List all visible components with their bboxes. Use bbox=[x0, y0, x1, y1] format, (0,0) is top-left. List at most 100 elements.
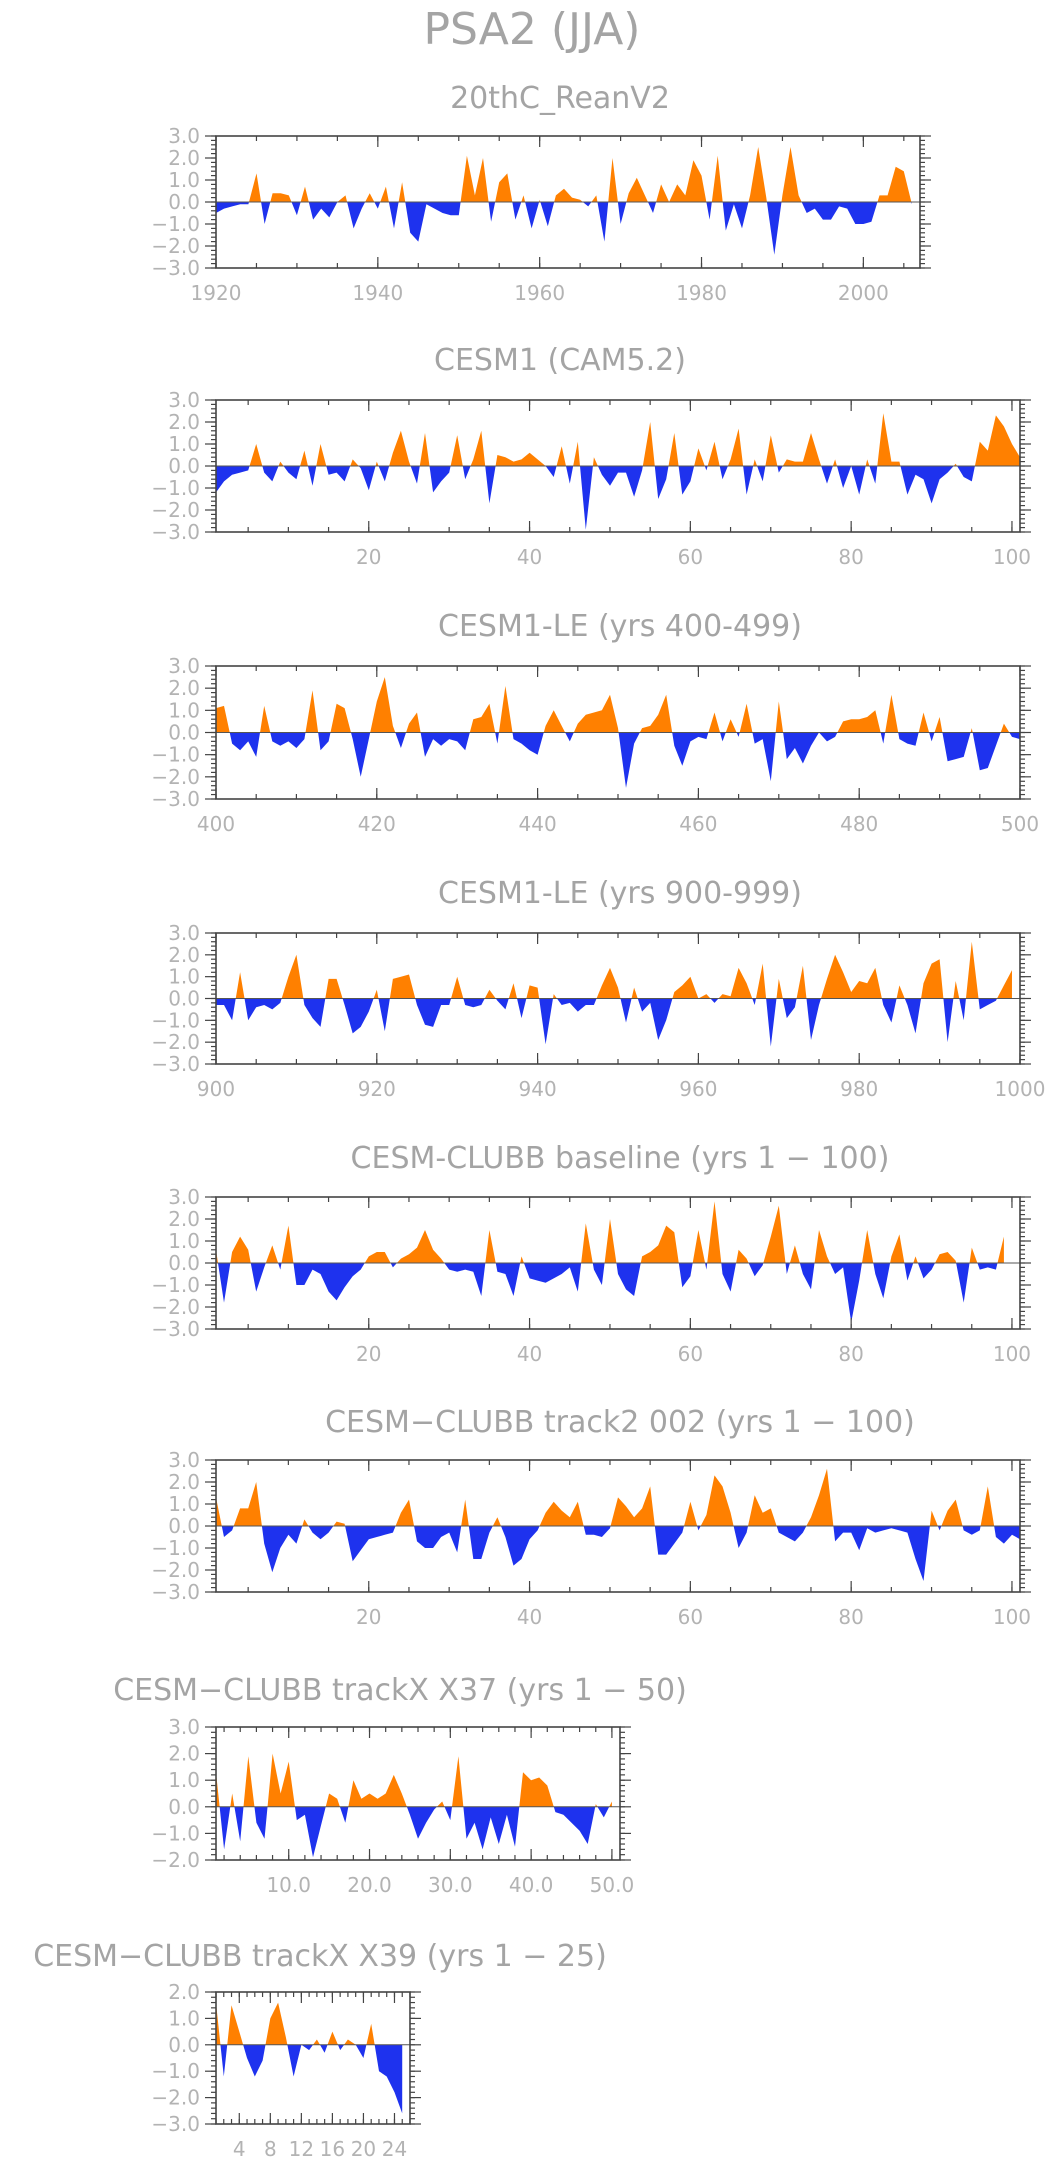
y-tick-label: 0.0 bbox=[168, 1514, 200, 1538]
y-tick-label: −3.0 bbox=[151, 256, 200, 280]
x-tick-label: 40.0 bbox=[509, 1873, 554, 1897]
y-tick-label: 1.0 bbox=[168, 168, 200, 192]
panel-7: 3.0 2.01.0 0.0−1.0 −2.0 10.0 20.0 30.0 40.0 50.0… bbox=[113, 1673, 687, 1897]
figure-title: PSA2 (JJA) bbox=[424, 4, 641, 55]
x-tick-label: 1940 bbox=[352, 281, 403, 305]
y-tick-label: 3.0 bbox=[168, 654, 200, 678]
y-tick-label: −2.0 bbox=[151, 1558, 200, 1582]
positive-area bbox=[216, 147, 912, 202]
positive-area bbox=[216, 1753, 612, 1807]
x-tick-label: 400 bbox=[197, 812, 235, 836]
y-tick-label: −3.0 bbox=[151, 1052, 200, 1076]
positive-area bbox=[216, 2002, 375, 2045]
negative-area bbox=[216, 466, 1020, 530]
y-tick-label: 2.0 bbox=[168, 410, 200, 434]
x-tick-label: 16 bbox=[320, 2137, 345, 2161]
y-tick-label: 2.0 bbox=[168, 1742, 200, 1766]
x-tick-label: 4 bbox=[233, 2137, 246, 2161]
y-tick-label: −2.0 bbox=[151, 1295, 200, 1319]
x-tick-label: 8 bbox=[264, 2137, 277, 2161]
y-tick-label: −1.0 bbox=[151, 1821, 200, 1845]
x-tick-label: 80 bbox=[838, 1605, 863, 1629]
negative-area bbox=[220, 2044, 403, 2114]
y-tick-label: −1.0 bbox=[151, 1273, 200, 1297]
x-tick-label: 100 bbox=[993, 1605, 1031, 1629]
x-tick-label: 1980 bbox=[676, 281, 727, 305]
y-tick-label: 1.0 bbox=[168, 1492, 200, 1516]
y-tick-label: 2.0 bbox=[168, 1980, 200, 2004]
y-tick-label: −3.0 bbox=[151, 2112, 200, 2136]
y-tick-label: 1.0 bbox=[168, 1229, 200, 1253]
negative-area bbox=[216, 998, 1012, 1047]
y-tick-label: 1.0 bbox=[168, 2006, 200, 2030]
positive-area bbox=[216, 1468, 1020, 1526]
negative-area bbox=[216, 1263, 1004, 1323]
y-tick-label: 0.0 bbox=[168, 190, 200, 214]
panel-5: 3.02.01.00.0−1.0−2.0−3.0 20 40 60 80 100 CESM-… bbox=[151, 1141, 1031, 1366]
x-tick-label: 20.0 bbox=[347, 1873, 392, 1897]
y-tick-label: 0.0 bbox=[168, 987, 200, 1011]
x-tick-label: 20 bbox=[356, 1605, 381, 1629]
y-tick-label: −1.0 bbox=[151, 743, 200, 767]
panel-title: CESM−CLUBB trackX X39 (yrs 1 − 25) bbox=[33, 1939, 607, 1974]
x-tick-label: 900 bbox=[197, 1077, 235, 1101]
y-tick-label: −3.0 bbox=[151, 1317, 200, 1341]
y-tick-label: 0.0 bbox=[168, 2033, 200, 2057]
negative-area bbox=[216, 202, 912, 255]
y-tick-label: −2.0 bbox=[151, 498, 200, 522]
panel-title: 20thC_ReanV2 bbox=[450, 81, 670, 116]
x-tick-label: 480 bbox=[840, 812, 878, 836]
x-tick-label: 1000 bbox=[995, 1077, 1046, 1101]
x-tick-label: 50.0 bbox=[590, 1873, 635, 1897]
x-tick-label: 20 bbox=[356, 545, 381, 569]
y-tick-label: −2.0 bbox=[151, 2086, 200, 2110]
y-tick-label: −3.0 bbox=[151, 1580, 200, 1604]
y-tick-label: −3.0 bbox=[151, 787, 200, 811]
y-tick-label: −1.0 bbox=[151, 476, 200, 500]
y-tick-label: 3.0 bbox=[168, 921, 200, 945]
y-tick-label: 0.0 bbox=[168, 1795, 200, 1819]
panel-title: CESM1 (CAM5.2) bbox=[434, 343, 686, 378]
x-tick-label: 60 bbox=[678, 1605, 703, 1629]
panel-title: CESM−CLUBB trackX X37 (yrs 1 − 50) bbox=[113, 1673, 687, 1708]
y-tick-label: 3.0 bbox=[168, 1448, 200, 1472]
y-tick-label: −1.0 bbox=[151, 1008, 200, 1032]
x-tick-label: 1920 bbox=[191, 281, 242, 305]
x-tick-label: 420 bbox=[358, 812, 396, 836]
y-tick-label: 2.0 bbox=[168, 1207, 200, 1231]
x-tick-label: 980 bbox=[840, 1077, 878, 1101]
negative-area bbox=[216, 732, 1020, 788]
y-tick-label: 1.0 bbox=[168, 965, 200, 989]
y-tick-label: 3.0 bbox=[168, 1185, 200, 1209]
y-tick-label: −1.0 bbox=[151, 212, 200, 236]
y-tick-label: 3.0 bbox=[168, 124, 200, 148]
y-tick-label: −2.0 bbox=[151, 1848, 200, 1872]
panel-8: 2.01.0 0.0−1.0 −2.0−3.0 4 8 12 16 20 24 CESM−CLUB… bbox=[33, 1939, 607, 2161]
plot-frame bbox=[215, 1991, 411, 2125]
x-tick-label: 1960 bbox=[514, 281, 565, 305]
x-tick-label: 100 bbox=[993, 1342, 1031, 1366]
panel-title: CESM-CLUBB baseline (yrs 1 − 100) bbox=[351, 1141, 890, 1176]
x-tick-label: 440 bbox=[519, 812, 557, 836]
x-tick-label: 20 bbox=[356, 1342, 381, 1366]
y-tick-label: 2.0 bbox=[168, 1470, 200, 1494]
y-tick-label: −2.0 bbox=[151, 1030, 200, 1054]
y-tick-label: −2.0 bbox=[151, 765, 200, 789]
x-tick-label: 100 bbox=[993, 545, 1031, 569]
y-tick-label: 3.0 bbox=[168, 1715, 200, 1739]
y-tick-label: 1.0 bbox=[168, 698, 200, 722]
positive-area bbox=[216, 1201, 1004, 1263]
x-tick-label: 80 bbox=[838, 1342, 863, 1366]
x-tick-label: 60 bbox=[678, 1342, 703, 1366]
x-tick-label: 20 bbox=[351, 2137, 376, 2161]
y-tick-label: −1.0 bbox=[151, 1536, 200, 1560]
positive-area bbox=[216, 677, 1020, 733]
panel-2: 3.02.01.00.0−1.0−2.0−3.0 20 40 60 80 100 CESM1… bbox=[151, 343, 1031, 569]
y-tick-label: 1.0 bbox=[168, 1768, 200, 1792]
x-tick-label: 460 bbox=[679, 812, 717, 836]
y-tick-label: 2.0 bbox=[168, 676, 200, 700]
x-tick-label: 80 bbox=[838, 545, 863, 569]
y-tick-label: −2.0 bbox=[151, 234, 200, 258]
